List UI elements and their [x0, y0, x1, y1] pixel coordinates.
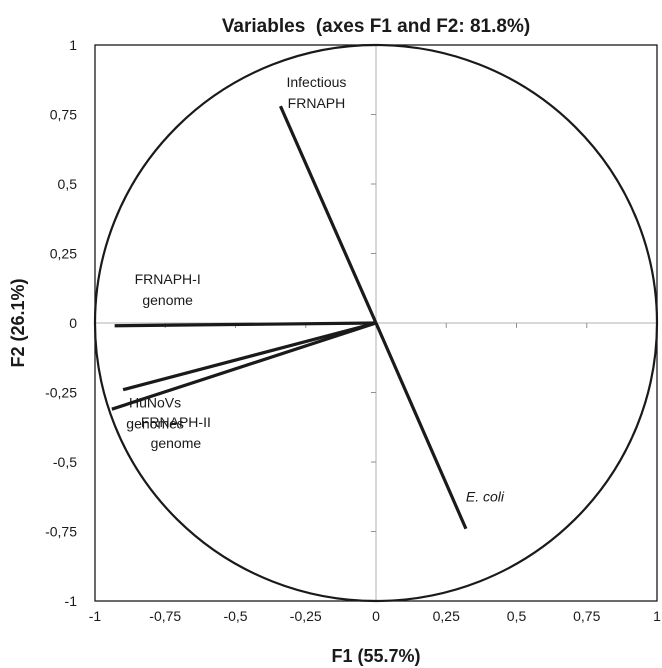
correlation-circle: [93, 43, 659, 603]
x-tick-label: 0: [372, 608, 380, 624]
x-tick-label: 0,75: [573, 608, 600, 624]
variable-label: genome: [151, 435, 202, 451]
variable-label: FRNAPH: [288, 95, 346, 111]
x-tick-label: -0,5: [223, 608, 247, 624]
y-tick-label: 1: [69, 37, 77, 53]
variable-label: genome: [142, 292, 193, 308]
variable-label: Infectious: [286, 74, 346, 90]
x-tick-label: 0,25: [433, 608, 460, 624]
y-tick-label: 0: [69, 315, 77, 331]
x-tick-label: -1: [89, 608, 102, 624]
variable-vector: [374, 322, 468, 530]
variable-label: FRNAPH-I: [135, 271, 201, 287]
x-tick-label: 1: [653, 608, 661, 624]
y-tick-label: -0,75: [45, 524, 77, 540]
variable-label: FRNAPH-II: [141, 414, 211, 430]
y-axis-title: F2 (26.1%): [8, 278, 28, 367]
variable-label: HuNoVs: [129, 395, 181, 411]
x-tick-label: -0,25: [290, 608, 322, 624]
y-tick-label: -0,25: [45, 385, 77, 401]
y-tick-label: 0,75: [50, 107, 77, 123]
variable-label: genomes: [126, 416, 184, 432]
y-tick-label: 0,25: [50, 246, 77, 262]
x-tick-label: -0,75: [149, 608, 181, 624]
y-tick-label: 0,5: [58, 176, 78, 192]
variable-label: E. coli: [466, 489, 505, 505]
y-tick-label: -1: [65, 593, 78, 609]
variable-vector: [114, 321, 377, 328]
chart-title: Variables (axes F1 and F2: 81.8%): [222, 16, 530, 37]
variable-vector: [278, 105, 378, 324]
x-tick-label: 0,5: [507, 608, 527, 624]
variable-vector: [111, 321, 377, 411]
plot-area: -1 -0,75 -0,5 -0,25 0 0,25 0,5 0,75 1 1 0,75 0,5 0,2…: [45, 37, 661, 624]
y-tick-label: -0,5: [53, 454, 77, 470]
variable-vector: [122, 321, 377, 392]
x-axis-title: F1 (55.7%): [331, 646, 420, 666]
